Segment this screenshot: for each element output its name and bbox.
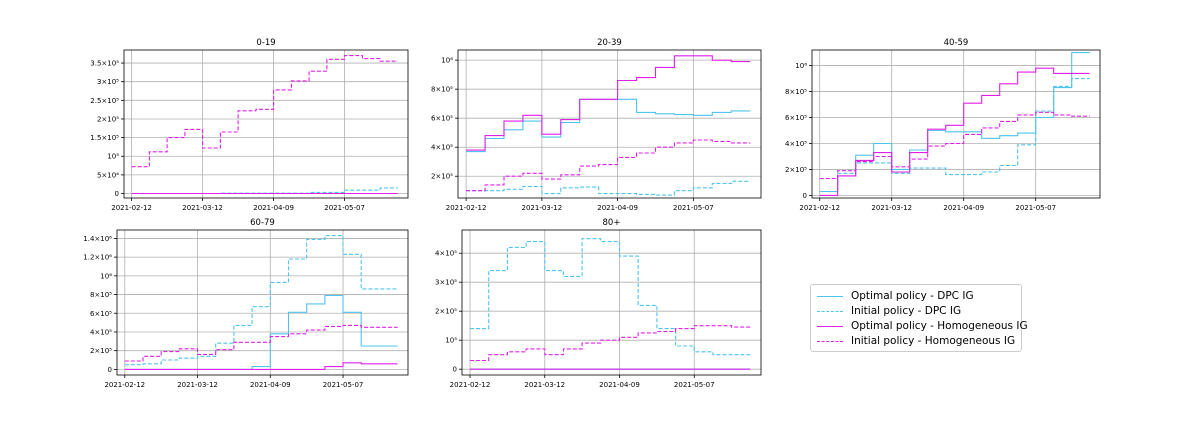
legend-swatch-initial-dpc [817, 310, 843, 312]
legend-swatch-optimal-dpc [817, 295, 843, 297]
y-tick-label: 10⁶ [795, 62, 807, 70]
y-tick-label: 4×10⁵ [431, 144, 453, 152]
y-tick-label: 6×10⁵ [785, 114, 807, 122]
panel-0-19: 2021-02-12 2021-03-12 2021-04-09 2021-05-07… [90, 38, 409, 212]
panel-40-59: 2021-02-12 2021-03-12 2021-04-09 2021-05-07… [785, 38, 1101, 212]
y-tick-label: 0 [115, 190, 119, 198]
legend-label-optimal-homogeneous: Optimal policy - Homogeneous IG [851, 320, 1028, 332]
y-tick-label: 10⁶ [100, 272, 112, 280]
panel-60-79: 2021-02-12 2021-03-12 2021-04-09 2021-05-07… [83, 218, 409, 389]
x-tick-label: 2021-05-07 [674, 381, 715, 389]
y-tick-label: 0 [803, 192, 807, 200]
panel-20-39: 2021-02-12 2021-03-12 2021-04-09 2021-05-07… [431, 38, 762, 212]
legend-swatch-initial-homogeneous [817, 340, 843, 342]
series-line-optimal-policy-dpc-ig [124, 294, 398, 370]
x-tick-label: 2021-05-07 [1015, 204, 1056, 212]
y-tick-label: 8×10⁵ [431, 86, 453, 94]
x-tick-label: 2021-03-12 [524, 381, 565, 389]
y-tick-label: 0 [453, 366, 457, 374]
series-line-initial-policy-dpc-ig [124, 235, 398, 366]
x-tick-label: 2021-03-12 [177, 381, 218, 389]
y-tick-label: 3×10⁵ [435, 279, 457, 287]
y-tick-label: 4×10⁵ [785, 140, 807, 148]
legend-label-initial-dpc: Initial policy - DPC IG [851, 305, 962, 317]
y-tick-label: 10⁵ [445, 337, 457, 345]
x-tick-label: 2021-03-12 [522, 204, 563, 212]
series-line-optimal-policy-homogeneous-ig [819, 67, 1090, 196]
legend: Optimal policy - DPC IG Initial policy -… [810, 284, 1028, 352]
series-line-optimal-policy-homogeneous-ig [124, 362, 398, 370]
y-tick-label: 1.4×10⁶ [83, 235, 112, 243]
panel-title: 20-39 [597, 38, 622, 48]
plot-frame [116, 229, 409, 376]
series-line-initial-policy-dpc-ig [466, 180, 751, 196]
y-tick-label: 2×10⁵ [431, 173, 453, 181]
y-tick-label: 3×10⁵ [97, 78, 119, 86]
y-tick-label: 2×10⁵ [97, 115, 119, 123]
series-line-initial-policy-dpc-ig [131, 187, 398, 195]
series-line-initial-policy-dpc-ig [819, 78, 1090, 193]
legend-swatch-optimal-homogeneous [817, 325, 843, 327]
legend-item-optimal-homogeneous: Optimal policy - Homogeneous IG [817, 318, 1028, 334]
y-tick-label: 3.5×10⁵ [90, 60, 119, 68]
y-tick-label: 1.2×10⁶ [83, 254, 112, 262]
x-tick-label: 2021-04-09 [943, 204, 984, 212]
y-tick-label: 0 [108, 366, 112, 374]
x-tick-label: 2021-05-07 [673, 204, 714, 212]
y-tick-label: 4×10⁵ [90, 328, 112, 336]
series-line-initial-policy-dpc-ig [470, 238, 751, 356]
series-line-initial-policy-homogeneous-ig [470, 325, 751, 362]
series-line-initial-policy-homogeneous-ig [124, 324, 398, 362]
y-tick-label: 6×10⁵ [90, 310, 112, 318]
legend-item-optimal-dpc: Optimal policy - DPC IG [817, 288, 974, 304]
y-tick-label: 8×10⁵ [785, 88, 807, 96]
y-tick-label: 2×10⁵ [90, 347, 112, 355]
series-line-optimal-policy-homogeneous-ig [466, 55, 751, 151]
series-line-initial-policy-homogeneous-ig [819, 111, 1090, 180]
plot-frame [457, 49, 762, 199]
x-tick-label: 2021-04-09 [597, 204, 638, 212]
x-tick-label: 2021-05-07 [323, 381, 364, 389]
x-tick-label: 2021-04-09 [250, 381, 291, 389]
x-tick-label: 2021-02-12 [104, 381, 145, 389]
plot-frame [123, 49, 409, 199]
x-tick-label: 2021-02-12 [450, 381, 491, 389]
panel-80+: 2021-02-12 2021-03-12 2021-04-09 2021-05-07… [435, 218, 762, 389]
panel-title: 80+ [603, 218, 621, 228]
panel-title: 0-19 [256, 38, 275, 48]
y-tick-label: 2.5×10⁵ [90, 97, 119, 105]
plot-frame [461, 229, 762, 376]
y-tick-label: 2×10⁵ [435, 308, 457, 316]
series-line-optimal-policy-dpc-ig [819, 52, 1090, 193]
x-tick-label: 2021-03-12 [871, 204, 912, 212]
panel-title: 40-59 [944, 38, 969, 48]
x-tick-label: 2021-02-12 [111, 204, 152, 212]
series-line-initial-policy-homogeneous-ig [466, 139, 751, 192]
legend-label-optimal-dpc: Optimal policy - DPC IG [851, 290, 974, 302]
x-tick-label: 2021-02-12 [446, 204, 487, 212]
series-line-initial-policy-homogeneous-ig [131, 55, 398, 168]
plot-frame [811, 49, 1101, 199]
series-line-optimal-policy-dpc-ig [466, 98, 751, 153]
x-tick-label: 2021-03-12 [182, 204, 223, 212]
y-tick-label: 4×10⁵ [435, 250, 457, 258]
y-tick-label: 10⁶ [441, 57, 453, 65]
y-tick-label: 2×10⁵ [785, 166, 807, 174]
y-tick-label: 8×10⁵ [90, 291, 112, 299]
y-tick-label: 5×10⁴ [97, 171, 119, 179]
legend-item-initial-dpc: Initial policy - DPC IG [817, 303, 961, 319]
legend-item-initial-homogeneous: Initial policy - Homogeneous IG [817, 333, 1015, 349]
legend-label-initial-homogeneous: Initial policy - Homogeneous IG [851, 335, 1016, 347]
y-tick-label: 10⁵ [107, 153, 119, 161]
panel-title: 60-79 [250, 218, 275, 228]
x-tick-label: 2021-04-09 [253, 204, 294, 212]
x-tick-label: 2021-04-09 [599, 381, 640, 389]
y-tick-label: 1.5×10⁵ [90, 134, 119, 142]
x-tick-label: 2021-05-07 [324, 204, 365, 212]
y-tick-label: 6×10⁵ [431, 115, 453, 123]
x-tick-label: 2021-02-12 [799, 204, 840, 212]
